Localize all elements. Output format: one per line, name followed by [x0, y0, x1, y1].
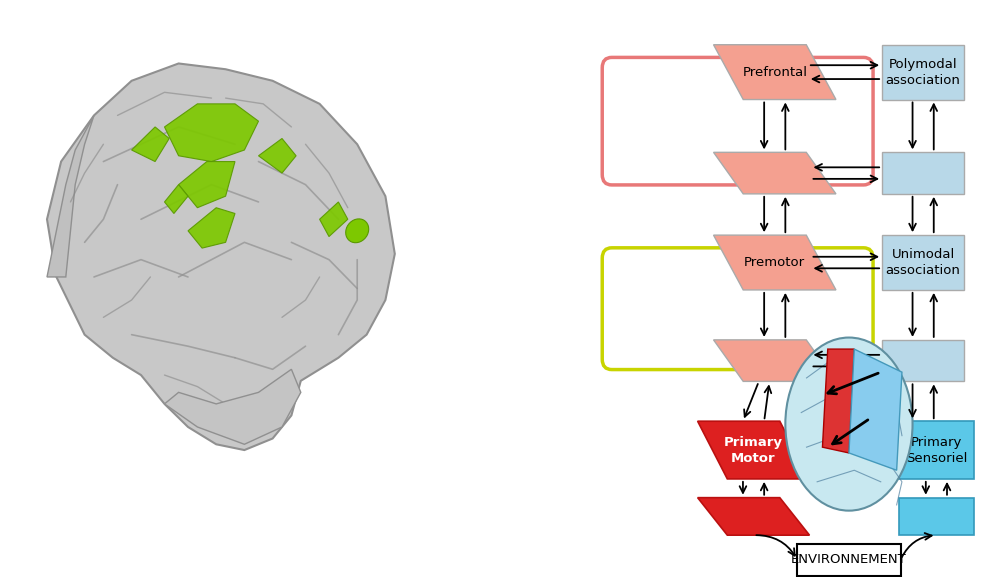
Polygon shape	[258, 138, 296, 173]
Polygon shape	[320, 202, 348, 237]
Text: ENVIRONNEMENT: ENVIRONNEMENT	[791, 553, 907, 566]
Polygon shape	[164, 104, 258, 162]
Polygon shape	[714, 45, 836, 99]
Polygon shape	[164, 369, 301, 444]
Polygon shape	[849, 349, 902, 470]
Polygon shape	[714, 235, 836, 290]
Bar	[882, 45, 964, 99]
Bar	[882, 340, 964, 381]
Ellipse shape	[346, 219, 369, 243]
Bar	[899, 421, 974, 479]
Polygon shape	[132, 127, 169, 162]
Text: Primary
Sensoriel: Primary Sensoriel	[906, 436, 967, 464]
Polygon shape	[698, 421, 809, 479]
Bar	[882, 152, 964, 194]
Ellipse shape	[785, 338, 913, 511]
Polygon shape	[714, 152, 836, 194]
Polygon shape	[164, 185, 188, 213]
Polygon shape	[47, 63, 395, 450]
Polygon shape	[188, 208, 235, 248]
Text: Primary
Motor: Primary Motor	[724, 436, 783, 464]
Bar	[797, 544, 901, 576]
Polygon shape	[822, 349, 854, 453]
Bar	[882, 235, 964, 290]
Polygon shape	[714, 340, 836, 381]
Polygon shape	[47, 115, 94, 277]
Bar	[899, 497, 974, 535]
Text: Premotor: Premotor	[744, 256, 805, 269]
Text: Polymodal
association: Polymodal association	[886, 58, 961, 87]
Text: Prefrontal: Prefrontal	[742, 66, 807, 78]
Text: Unimodal
association: Unimodal association	[886, 248, 961, 277]
Polygon shape	[179, 162, 235, 208]
Polygon shape	[698, 497, 809, 535]
